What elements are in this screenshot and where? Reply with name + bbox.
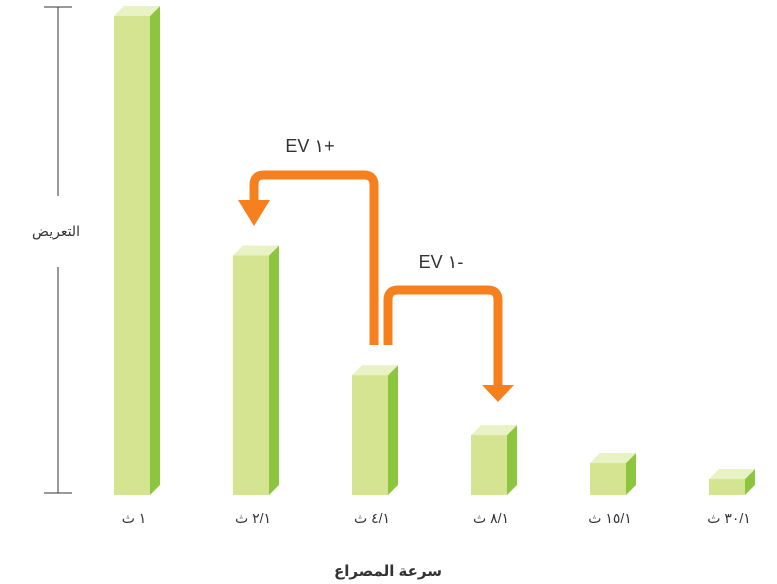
bar-front-1	[233, 255, 269, 495]
bar-0	[114, 6, 160, 495]
bar-4	[590, 453, 636, 495]
bar-side-5	[745, 469, 755, 495]
arrow-minus-one-ev-head	[482, 385, 514, 402]
arrow-plus-one-ev-head	[238, 200, 270, 226]
bar-side-1	[269, 245, 279, 495]
x-tick-label-2: ٤/١ ث	[354, 510, 390, 526]
bar-3	[471, 425, 517, 495]
x-tick-labels: ١ ث ٢/١ ث ٤/١ ث ٨/١ ث ١٥/١ ث ٣٠/١ ث	[122, 510, 751, 526]
bar-top-4	[590, 453, 636, 464]
x-tick-label-0: ١ ث	[122, 510, 147, 526]
bar-top-1	[233, 245, 279, 256]
bar-side-4	[626, 453, 636, 495]
arrow-minus-one-ev-path	[383, 285, 503, 385]
bar-side-3	[507, 425, 517, 495]
bars-group	[114, 6, 755, 495]
arrow-plus-one-ev: EV ١+	[238, 136, 379, 345]
bar-2	[352, 365, 398, 495]
x-tick-label-3: ٨/١ ث	[473, 510, 509, 526]
x-axis-title: سرعة المصراع	[334, 563, 442, 580]
bar-side-0	[150, 6, 160, 495]
x-tick-label-4: ١٥/١ ث	[588, 510, 632, 526]
y-axis-title: التعريض	[32, 223, 80, 240]
bar-front-2	[352, 375, 388, 495]
bar-front-3	[471, 435, 507, 495]
arrow-plus-one-ev-path	[249, 170, 379, 345]
bar-front-0	[114, 16, 150, 495]
bar-5	[709, 469, 755, 495]
arrow-minus-one-ev: EV ١-	[383, 252, 514, 402]
arrow-minus-one-ev-label: EV ١-	[419, 252, 464, 272]
bar-front-4	[590, 463, 626, 495]
bar-top-2	[352, 365, 398, 376]
arrow-plus-one-ev-label: EV ١+	[285, 136, 334, 156]
bar-top-0	[114, 6, 160, 16]
bar-top-3	[471, 425, 517, 436]
bar-front-5	[709, 479, 745, 495]
bar-1	[233, 245, 279, 495]
x-tick-label-5: ٣٠/١ ث	[707, 510, 751, 526]
x-tick-label-1: ٢/١ ث	[235, 510, 271, 526]
bar-top-5	[709, 469, 755, 480]
bar-side-2	[388, 365, 398, 495]
